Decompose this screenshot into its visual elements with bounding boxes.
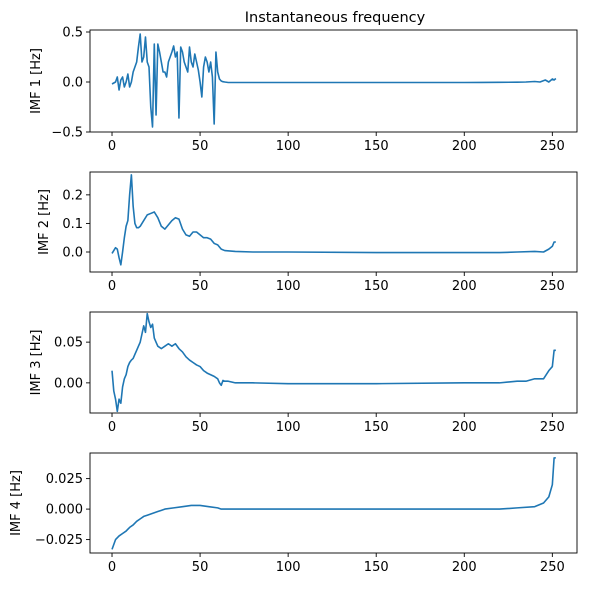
y-tick-label: 0.5: [62, 26, 83, 41]
x-tick-label: 100: [276, 279, 301, 294]
x-tick-label: 100: [276, 560, 301, 575]
y-tick-label: 0.000: [46, 503, 83, 518]
series-line-imf-4: [111, 457, 556, 550]
y-axis-label: IMF 1 [Hz]: [29, 48, 44, 114]
x-tick-label: 150: [364, 279, 389, 294]
y-tick-label: 0.2: [62, 188, 83, 203]
series-line-imf-2: [111, 174, 556, 266]
x-tick-label: 150: [364, 560, 389, 575]
subplots-container: 0 50 100 150 200 250 −0.5 0.0 0.5 IMF 1 [Hz] 0 50 10…: [9, 26, 578, 575]
figure-title: Instantaneous frequency: [245, 10, 426, 26]
subplot-imf-3: 0 50 100 150 200 250 0.00 0.05 IMF 3 [Hz]: [29, 311, 578, 435]
x-tick-label: 50: [192, 279, 209, 294]
y-tick-label: 0.025: [46, 472, 83, 487]
y-axis-label: IMF 2 [Hz]: [37, 189, 52, 255]
y-tick-label: −0.5: [51, 126, 83, 141]
y-tick-label: 0.00: [54, 376, 83, 391]
subplot-imf-1: 0 50 100 150 200 250 −0.5 0.0 0.5 IMF 1 [Hz]: [29, 26, 578, 154]
x-tick-label: 200: [452, 139, 477, 154]
x-tick-label: 200: [452, 560, 477, 575]
subplot-imf-2: 0 50 100 150 200 250 0.0 0.1 0.2 IMF 2 [Hz]: [37, 171, 578, 294]
x-tick-label: 50: [192, 560, 209, 575]
axes-frame: [89, 29, 578, 133]
x-tick-label: 0: [108, 279, 116, 294]
y-tick-label: 0.0: [62, 76, 83, 91]
y-axis-label: IMF 3 [Hz]: [29, 330, 44, 396]
x-tick-label: 100: [276, 420, 301, 435]
x-tick-label: 100: [276, 139, 301, 154]
y-tick-label: 0.0: [62, 246, 83, 261]
series-line-imf-3: [111, 312, 556, 413]
axes-frame: [89, 311, 578, 414]
x-tick-label: 50: [192, 420, 209, 435]
x-tick-label: 250: [540, 279, 565, 294]
x-tick-label: 0: [108, 560, 116, 575]
x-tick-label: 200: [452, 279, 477, 294]
series-line-imf-1: [111, 33, 557, 128]
y-axis-label: IMF 4 [Hz]: [9, 470, 24, 536]
x-tick-label: 150: [364, 139, 389, 154]
x-tick-label: 250: [540, 420, 565, 435]
x-tick-label: 250: [540, 139, 565, 154]
x-tick-label: 200: [452, 420, 477, 435]
y-tick-label: −0.025: [35, 533, 83, 548]
x-tick-label: 0: [108, 420, 116, 435]
x-tick-label: 50: [192, 139, 209, 154]
x-tick-label: 0: [108, 139, 116, 154]
subplot-imf-4: 0 50 100 150 200 250 −0.025 0.000 0.025 IMF 4 [Hz…: [9, 452, 578, 575]
x-tick-label: 150: [364, 420, 389, 435]
x-tick-label: 250: [540, 560, 565, 575]
y-tick-label: 0.05: [54, 336, 83, 351]
axes-frame: [89, 452, 578, 554]
axes-frame: [89, 171, 578, 273]
y-tick-label: 0.1: [62, 217, 83, 232]
